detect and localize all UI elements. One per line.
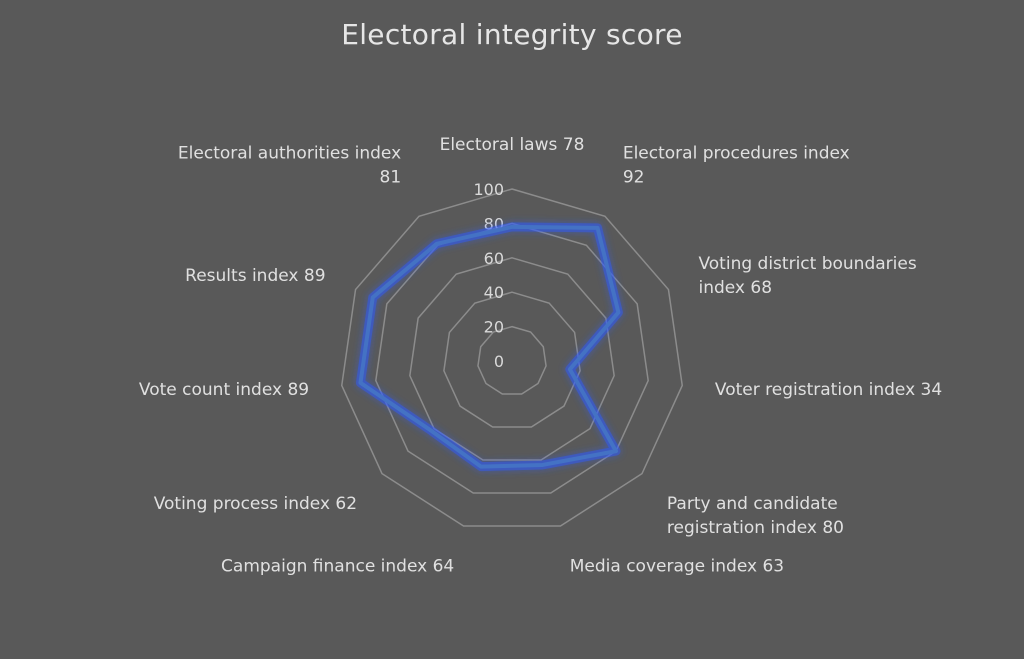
category-label-6: Campaign finance index 64 bbox=[221, 557, 454, 577]
tick-label-0: 0 bbox=[494, 352, 504, 371]
series-line-0 bbox=[358, 224, 621, 469]
category-label-2-line-1: index 68 bbox=[698, 278, 772, 298]
series-layer bbox=[355, 222, 623, 472]
category-label-3: Voter registration index 34 bbox=[715, 380, 942, 400]
tick-label-20: 20 bbox=[484, 318, 504, 337]
category-label-0: Electoral laws 78 bbox=[440, 135, 585, 155]
category-label-10-line-1: 81 bbox=[380, 168, 402, 188]
tick-label-40: 40 bbox=[484, 283, 504, 302]
category-label-9: Results index 89 bbox=[185, 266, 325, 286]
radar-grid bbox=[340, 188, 684, 527]
tick-label-100: 100 bbox=[473, 180, 504, 199]
grid-ring-100 bbox=[340, 188, 684, 527]
chart-title: Electoral integrity score bbox=[341, 18, 683, 51]
grid-ring-60 bbox=[409, 257, 615, 461]
category-label-4-line-1: registration index 80 bbox=[667, 518, 844, 538]
category-label-4-line-0: Party and candidate bbox=[667, 494, 838, 514]
category-label-1-line-1: 92 bbox=[623, 168, 645, 188]
grid-ring-20 bbox=[477, 325, 547, 395]
tick-label-60: 60 bbox=[484, 249, 504, 268]
category-label-2-line-0: Voting district boundaries bbox=[698, 254, 916, 274]
category-label-8: Vote count index 89 bbox=[139, 380, 309, 400]
category-label-7: Voting process index 62 bbox=[154, 494, 357, 514]
category-label-1-line-0: Electoral procedures index bbox=[623, 144, 850, 164]
category-label-10-line-0: Electoral authorities index bbox=[178, 144, 401, 164]
grid-ring-40 bbox=[443, 291, 581, 428]
grid-ring-80 bbox=[375, 222, 649, 494]
category-label-5: Media coverage index 63 bbox=[570, 557, 784, 577]
category-labels: Electoral laws 78 Electoral procedures in… bbox=[139, 135, 942, 577]
